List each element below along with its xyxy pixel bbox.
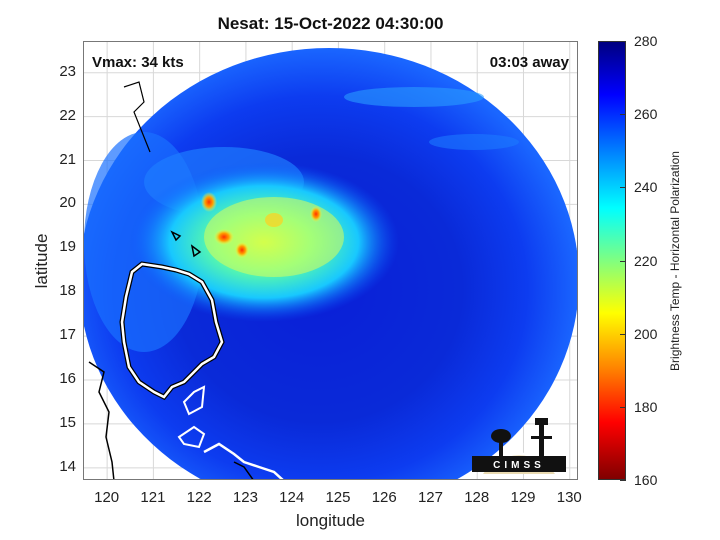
x-tick-label: 123: [232, 489, 258, 506]
y-axis-label: latitude: [32, 233, 51, 289]
vmax-annotation: Vmax: 34 kts: [92, 54, 184, 71]
x-axis-label: longitude: [295, 511, 365, 530]
colorbar-tick-mark: [620, 406, 626, 408]
x-tick-label: 120: [94, 489, 120, 506]
colorbar-tick-mark: [620, 41, 626, 42]
satellite-map: [84, 42, 577, 479]
y-tick-label: 15: [59, 413, 76, 431]
x-tick-label: 126: [371, 489, 397, 506]
colorbar-tick-label: 280: [634, 33, 658, 49]
colorbar-tick-mark: [620, 114, 626, 116]
y-tick-label: 21: [59, 150, 76, 168]
colorbar-tick-label: 200: [634, 325, 658, 342]
colorbar-tick-mark: [620, 260, 626, 262]
x-tick-label: 124: [279, 489, 305, 506]
colorbar-tick-label: 220: [634, 252, 658, 269]
x-tick-label: 129: [510, 489, 536, 506]
colorbar-tick-label: 260: [634, 106, 658, 123]
x-tick-label: 127: [417, 489, 443, 506]
colorbar-tick-label: 180: [634, 398, 658, 415]
colorbar-tick-mark: [620, 333, 626, 335]
y-tick-label: 17: [59, 326, 76, 344]
time-away-annotation: 03:03 away: [489, 54, 569, 71]
x-tick-label: 128: [464, 489, 490, 506]
colorbar-tick-mark: [620, 187, 626, 189]
satellite-swath: [84, 48, 577, 479]
x-tick-label: 125: [325, 489, 351, 506]
cimss-logo: CIMSS: [469, 406, 569, 479]
colorbar-tick-label: 160: [634, 472, 658, 488]
plot-title: Nesat: 15-Oct-2022 04:30:00: [217, 14, 444, 33]
colorbar-tick-mark: [620, 480, 626, 481]
colorbar-label: Brightness Temp - Horizontal Polarizatio…: [668, 151, 682, 371]
x-tick-label: 122: [186, 489, 212, 506]
y-tick-label: 14: [59, 457, 76, 475]
y-tick-label: 19: [59, 238, 76, 256]
x-tick-label: 121: [140, 489, 166, 506]
map-plot-area: Vmax: 34 kts 03:03 away CIMSS: [83, 41, 578, 480]
x-tick-label: 130: [556, 489, 582, 506]
colorbar-tick-label: 240: [634, 179, 658, 196]
y-tick-label: 22: [59, 106, 76, 124]
y-tick-label: 18: [59, 282, 76, 300]
y-tick-label: 16: [59, 370, 76, 388]
y-tick-label: 20: [59, 194, 76, 212]
coastline: [88, 81, 284, 479]
logo-text: CIMSS: [493, 460, 545, 471]
y-tick-label: 23: [59, 62, 76, 80]
